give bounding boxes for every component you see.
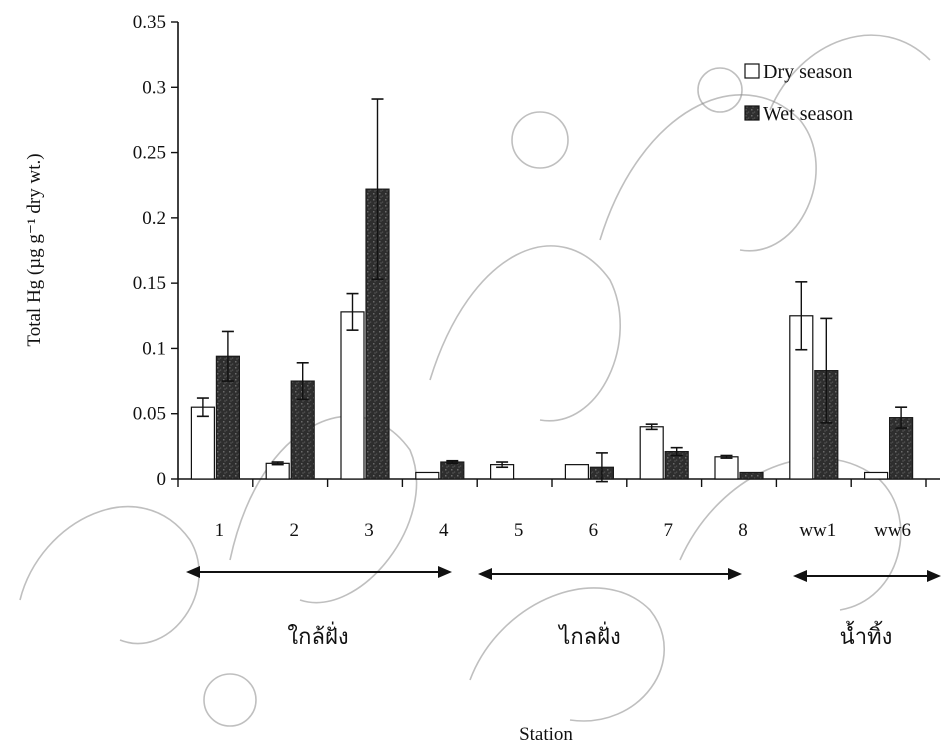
x-tick-label: 2	[289, 520, 299, 541]
x-axis-ticks: 1 2 3 4 5 6 7 8 ww1 ww6	[177, 479, 927, 541]
legend-label-wet: Wet season	[763, 103, 853, 125]
y-axis-title: Total Hg (µg g⁻¹ dry wt.)	[24, 153, 45, 346]
legend: Dry season Wet season	[744, 61, 853, 125]
bar-wet-season	[739, 471, 764, 480]
bar-dry-season	[714, 456, 739, 480]
bar-dry-season	[564, 464, 590, 480]
arrowhead-left	[478, 568, 492, 580]
error-bars	[196, 98, 908, 483]
bar-dry-season	[415, 471, 440, 480]
arrowhead-left	[186, 566, 200, 578]
arrowhead-right	[438, 566, 452, 578]
arrowhead-right	[728, 568, 742, 580]
bar-series	[190, 188, 914, 480]
y-tick-label: 0.35	[133, 12, 166, 33]
group-label-nearshore: ใกล้ฝั่ง	[287, 621, 348, 650]
bar-dry-season	[340, 311, 365, 480]
x-tick-label: 1	[215, 520, 225, 541]
group-label-wastewater: น้ำทิ้ง	[840, 621, 893, 650]
x-tick-label: 6	[589, 520, 599, 541]
arrowhead-right	[927, 570, 941, 582]
x-tick-label: 7	[663, 520, 673, 541]
bar-dry-season	[639, 426, 664, 480]
y-tick-label: 0.3	[142, 77, 166, 98]
arrowhead-left	[793, 570, 807, 582]
legend-swatch-dry	[744, 63, 760, 79]
bar-dry-season	[265, 462, 290, 480]
y-axis-ticks: 0 0.05 0.1 0.15 0.2 0.25 0.3 0.35	[133, 12, 178, 490]
bar-wet-season	[440, 461, 465, 480]
bar-dry-season	[863, 471, 889, 480]
x-axis-title: Station	[519, 724, 573, 745]
y-tick-label: 0.2	[142, 208, 166, 229]
x-tick-label: ww6	[874, 520, 911, 541]
x-tick-label: 4	[439, 520, 449, 541]
x-tick-label: ww1	[799, 520, 836, 541]
group-arrows	[186, 566, 941, 582]
y-tick-label: 0.1	[142, 338, 166, 359]
legend-label-dry: Dry season	[763, 61, 852, 83]
y-tick-label: 0.15	[133, 273, 166, 294]
y-tick-label: 0.25	[133, 143, 166, 164]
y-tick-label: 0	[157, 469, 167, 490]
y-tick-label: 0.05	[133, 404, 166, 425]
legend-swatch-wet	[744, 105, 760, 121]
bar-dry-season	[190, 406, 215, 480]
x-tick-label: 5	[514, 520, 524, 541]
x-tick-label: 3	[364, 520, 374, 541]
x-tick-label: 8	[738, 520, 748, 541]
group-label-offshore: ไกลฝั่ง	[557, 621, 621, 650]
